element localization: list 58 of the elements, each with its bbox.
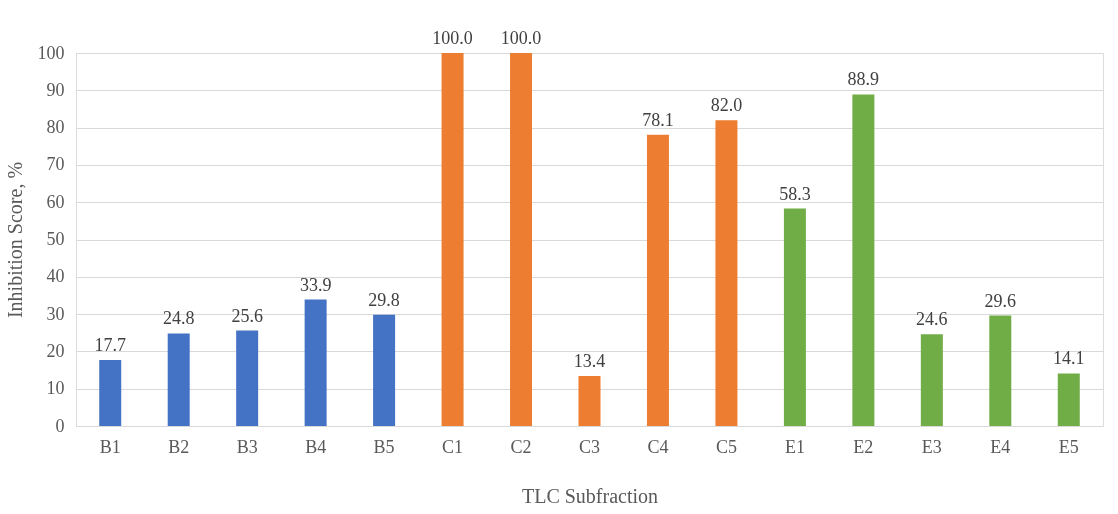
bar (441, 53, 464, 426)
bar (304, 299, 327, 426)
data-label: 24.6 (916, 309, 948, 330)
data-label: 78.1 (642, 109, 674, 130)
y-tick-label: 40 (46, 266, 65, 287)
bar (510, 53, 533, 426)
y-tick-label: 20 (46, 340, 65, 361)
bar (236, 330, 259, 426)
data-label: 88.9 (847, 69, 880, 90)
bar (646, 134, 669, 426)
x-tick-label: C3 (578, 436, 601, 457)
x-tick-label: E4 (990, 436, 1011, 457)
data-label: 33.9 (299, 274, 332, 295)
bar (373, 314, 396, 426)
y-tick-label: 60 (46, 191, 65, 212)
data-label: 24.8 (162, 308, 195, 329)
data-label: 25.6 (231, 305, 263, 326)
x-tick-label: C4 (647, 436, 669, 457)
data-label: 29.8 (368, 289, 400, 310)
x-tick-label: E1 (784, 436, 805, 457)
y-tick-label: 10 (46, 378, 65, 399)
data-label: 14.1 (1053, 348, 1085, 369)
data-label: 17.7 (94, 334, 126, 355)
x-tick-label: C2 (510, 436, 532, 457)
x-tick-label: E5 (1058, 436, 1079, 457)
x-tick-label: B3 (236, 436, 258, 457)
data-label: 29.6 (984, 290, 1017, 311)
bar (783, 208, 806, 426)
bar (989, 315, 1012, 426)
data-label: 100.0 (500, 28, 542, 48)
x-tick-label: C5 (715, 436, 737, 457)
data-label: 13.4 (573, 351, 606, 372)
data-label: 100.0 (432, 28, 473, 48)
y-tick-label: 100 (37, 42, 65, 63)
y-tick-label: 50 (46, 229, 65, 249)
y-tick-label: 70 (46, 154, 65, 175)
data-label: 82.0 (710, 95, 743, 116)
bar (578, 376, 601, 426)
y-tick-label: 30 (46, 303, 65, 324)
bar (99, 359, 122, 426)
bar (715, 120, 738, 426)
x-tick-label: B2 (168, 436, 190, 457)
x-tick-label: B4 (305, 436, 327, 457)
x-axis-title: TLC Subfraction (521, 484, 659, 507)
data-label: 58.3 (779, 183, 811, 204)
y-tick-label: 80 (46, 117, 65, 138)
x-tick-label: C1 (442, 436, 464, 457)
bar (1057, 373, 1080, 426)
x-tick-label: E2 (853, 436, 874, 457)
x-tick-label: E3 (921, 436, 942, 457)
x-tick-label: B5 (373, 436, 395, 457)
bar (852, 94, 875, 426)
x-tick-label: B1 (99, 436, 121, 457)
bar (167, 333, 190, 426)
y-axis-title: Inhibition Score, % (3, 161, 26, 319)
bar (920, 334, 943, 426)
y-tick-label: 0 (55, 415, 65, 436)
y-tick-label: 90 (46, 79, 65, 100)
